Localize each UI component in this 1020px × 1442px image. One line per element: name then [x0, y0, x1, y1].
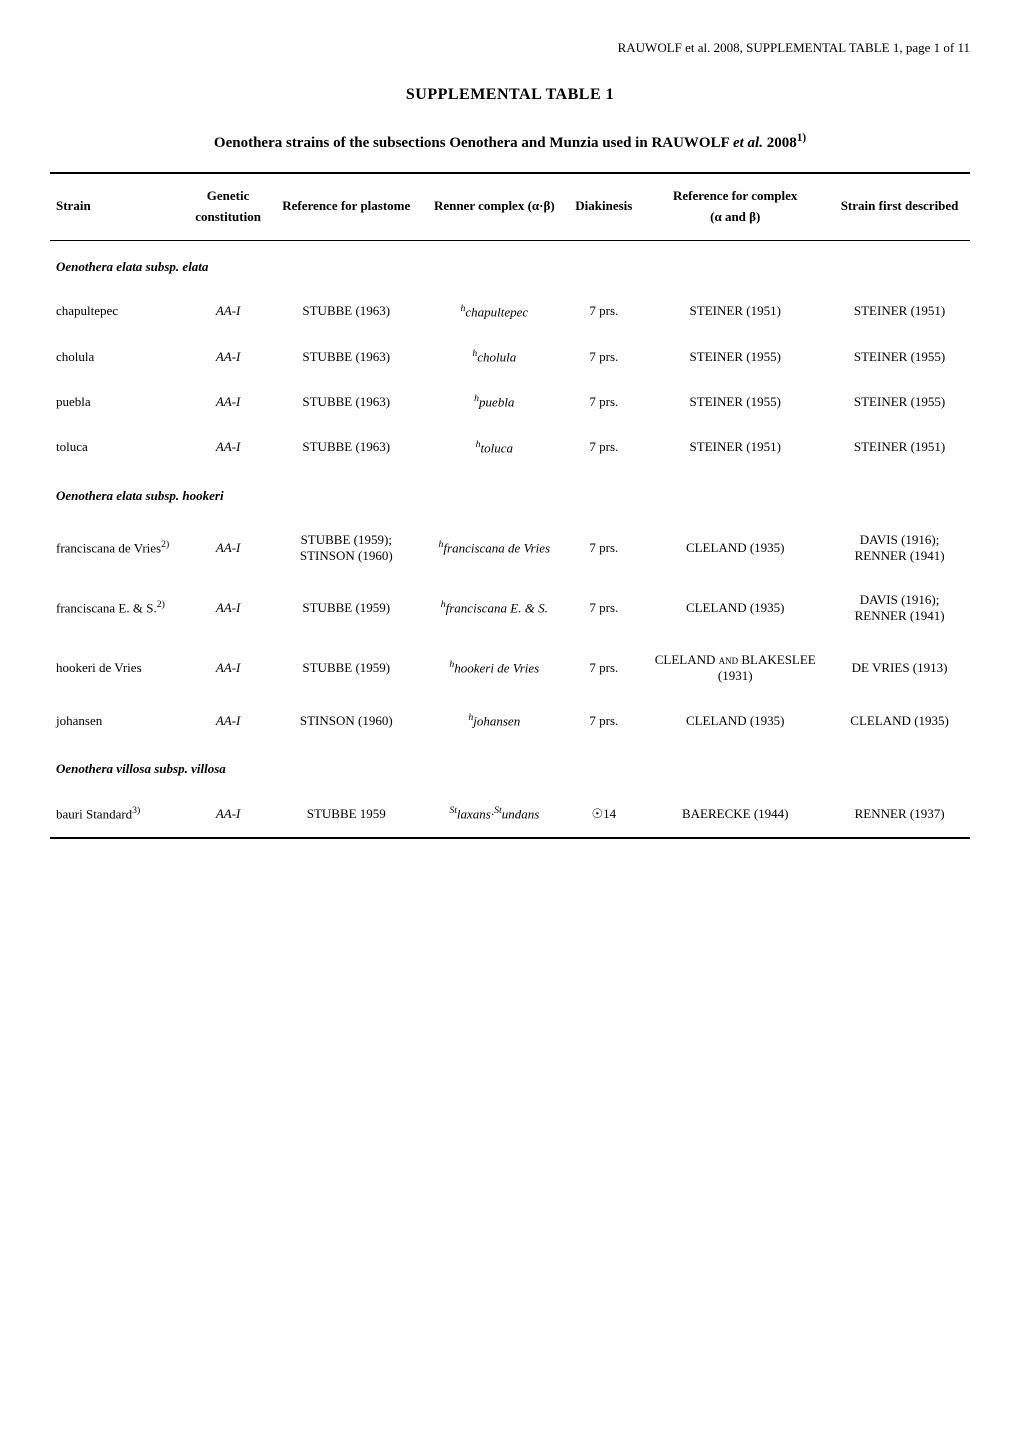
page-header: RAUWOLF et al. 2008, SUPPLEMENTAL TABLE … — [50, 40, 970, 56]
cell-ref-complex: STEINER (1951) — [641, 289, 829, 334]
cell-strain-first: STEINER (1955) — [829, 379, 970, 424]
cell-strain: chapultepec — [50, 289, 186, 334]
cell-strain: toluca — [50, 425, 186, 470]
cell-diakinesis: 7 prs. — [566, 425, 641, 470]
cell-strain: franciscana E. & S.2) — [50, 578, 186, 638]
col-strain-first: Strain first described — [829, 173, 970, 240]
cell-strain-first: DE VRIES (1913) — [829, 638, 970, 698]
table-row: johansen AA-I STINSON (1960) hjohansen 7… — [50, 698, 970, 743]
table-row: bauri Standard3) AA-I STUBBE 1959 Stlaxa… — [50, 791, 970, 837]
cell-genetic: AA-I — [186, 425, 270, 470]
cell-strain-first: RENNER (1937) — [829, 791, 970, 837]
cell-strain-first: STEINER (1955) — [829, 334, 970, 379]
cell-renner: hfranciscana de Vries — [422, 518, 566, 578]
cell-ref-complex: CLELAND (1935) — [641, 518, 829, 578]
cell-renner: hpuebla — [422, 379, 566, 424]
cell-genetic: AA-I — [186, 289, 270, 334]
cell-genetic: AA-I — [186, 698, 270, 743]
cell-diakinesis: 7 prs. — [566, 638, 641, 698]
cell-ref-complex: CLELAND and BLAKESLEE(1931) — [641, 638, 829, 698]
cell-genetic: AA-I — [186, 518, 270, 578]
cell-genetic: AA-I — [186, 791, 270, 837]
cell-ref-complex: STEINER (1951) — [641, 425, 829, 470]
table-row: hookeri de Vries AA-I STUBBE (1959) hhoo… — [50, 638, 970, 698]
cell-ref-plastome: STUBBE (1963) — [270, 379, 422, 424]
cell-diakinesis: 7 prs. — [566, 289, 641, 334]
cell-renner: hfranciscana E. & S. — [422, 578, 566, 638]
cell-strain-first: STEINER (1951) — [829, 289, 970, 334]
col-strain: Strain — [50, 173, 186, 240]
table-row: puebla AA-I STUBBE (1963) hpuebla 7 prs.… — [50, 379, 970, 424]
cell-diakinesis: 7 prs. — [566, 518, 641, 578]
table-row: franciscana E. & S.2) AA-I STUBBE (1959)… — [50, 578, 970, 638]
cell-strain-first: DAVIS (1916);RENNER (1941) — [829, 518, 970, 578]
cell-ref-plastome: STUBBE (1963) — [270, 425, 422, 470]
subtitle-sup: 1) — [797, 132, 806, 144]
cell-ref-complex: STEINER (1955) — [641, 379, 829, 424]
subtitle-prefix: Oenothera strains of the subsections Oen… — [214, 135, 652, 151]
cell-ref-plastome: STUBBE (1959);STINSON (1960) — [270, 518, 422, 578]
cell-renner: hjohansen — [422, 698, 566, 743]
cell-strain: johansen — [50, 698, 186, 743]
cell-ref-complex: CLELAND (1935) — [641, 578, 829, 638]
cell-diakinesis: 7 prs. — [566, 379, 641, 424]
cell-diakinesis: 7 prs. — [566, 334, 641, 379]
header-author-year: RAUWOLF et al. 2008, SUPPLEMENTAL TABLE … — [618, 40, 906, 55]
table-row: cholula AA-I STUBBE (1963) hcholula 7 pr… — [50, 334, 970, 379]
col-ref-complex: Reference for complex (α and β) — [641, 173, 829, 240]
cell-strain: bauri Standard3) — [50, 791, 186, 837]
cell-ref-complex: BAERECKE (1944) — [641, 791, 829, 837]
cell-genetic: AA-I — [186, 638, 270, 698]
cell-strain-first: DAVIS (1916);RENNER (1941) — [829, 578, 970, 638]
section-heading: Oenothera elata subsp. elata — [50, 240, 970, 289]
cell-genetic: AA-I — [186, 334, 270, 379]
cell-strain-first: CLELAND (1935) — [829, 698, 970, 743]
col-renner: Renner complex (α·β) — [422, 173, 566, 240]
cell-renner: hhookeri de Vries — [422, 638, 566, 698]
col-diakinesis: Diakinesis — [566, 173, 641, 240]
header-row: Strain Genetic constitution Reference fo… — [50, 173, 970, 240]
cell-diakinesis: 7 prs. — [566, 698, 641, 743]
cell-renner: htoluca — [422, 425, 566, 470]
cell-strain: cholula — [50, 334, 186, 379]
col-genetic: Genetic constitution — [186, 173, 270, 240]
cell-ref-complex: CLELAND (1935) — [641, 698, 829, 743]
subtitle-italic: et al. — [733, 135, 767, 151]
cell-strain: franciscana de Vries2) — [50, 518, 186, 578]
table-row: chapultepec AA-I STUBBE (1963) hchapulte… — [50, 289, 970, 334]
cell-strain: puebla — [50, 379, 186, 424]
table-row: toluca AA-I STUBBE (1963) htoluca 7 prs.… — [50, 425, 970, 470]
header-page-label: page 1 of 11 — [906, 40, 970, 55]
cell-diakinesis: 7 prs. — [566, 578, 641, 638]
cell-diakinesis: ☉14 — [566, 791, 641, 837]
cell-ref-complex: STEINER (1955) — [641, 334, 829, 379]
cell-ref-plastome: STUBBE (1963) — [270, 334, 422, 379]
cell-strain: hookeri de Vries — [50, 638, 186, 698]
main-table: Strain Genetic constitution Reference fo… — [50, 172, 970, 839]
subtitle-year: 2008 — [767, 135, 797, 151]
table-title: SUPPLEMENTAL TABLE 1 — [50, 86, 970, 104]
section-heading: Oenothera villosa subsp. villosa — [50, 743, 970, 791]
cell-ref-plastome: STUBBE (1959) — [270, 578, 422, 638]
cell-genetic: AA-I — [186, 379, 270, 424]
table-subtitle: Oenothera strains of the subsections Oen… — [50, 132, 970, 152]
cell-ref-plastome: STUBBE (1959) — [270, 638, 422, 698]
section-heading: Oenothera elata subsp. hookeri — [50, 470, 970, 518]
cell-strain-first: STEINER (1951) — [829, 425, 970, 470]
table-row: franciscana de Vries2) AA-I STUBBE (1959… — [50, 518, 970, 578]
cell-ref-plastome: STUBBE 1959 — [270, 791, 422, 837]
cell-ref-plastome: STINSON (1960) — [270, 698, 422, 743]
subtitle-author: RAUWOLF — [651, 135, 733, 151]
cell-ref-plastome: STUBBE (1963) — [270, 289, 422, 334]
cell-genetic: AA-I — [186, 578, 270, 638]
col-ref-plastome: Reference for plastome — [270, 173, 422, 240]
cell-renner: hcholula — [422, 334, 566, 379]
cell-renner: hchapultepec — [422, 289, 566, 334]
cell-renner: Stlaxans·Stundans — [422, 791, 566, 837]
